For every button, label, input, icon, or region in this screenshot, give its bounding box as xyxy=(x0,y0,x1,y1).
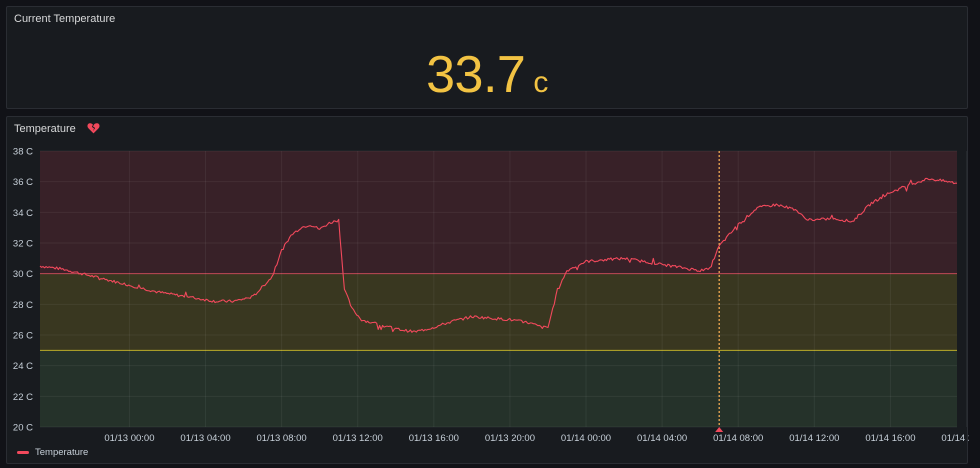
x-tick-label: 01/14 20:00 xyxy=(941,433,969,444)
x-tick-label: 01/13 16:00 xyxy=(409,433,459,444)
stat-unit: c xyxy=(533,66,548,99)
panel-title[interactable]: Current Temperature xyxy=(14,13,116,25)
threshold-band-2 xyxy=(40,151,957,274)
x-tick-label: 01/14 16:00 xyxy=(865,433,915,444)
threshold-band-0 xyxy=(40,350,957,427)
y-tick-label: 20 C xyxy=(13,423,33,434)
legend[interactable]: Temperature xyxy=(17,447,88,458)
x-tick-label: 01/14 04:00 xyxy=(637,433,687,444)
y-tick-label: 38 C xyxy=(13,147,33,158)
annotation-marker xyxy=(715,427,724,432)
y-tick-label: 34 C xyxy=(13,208,33,219)
broken-heart-icon[interactable] xyxy=(87,122,100,134)
current-temperature-panel: Current Temperature 33.7 c xyxy=(6,6,968,109)
y-tick-label: 26 C xyxy=(13,331,33,342)
x-tick-label: 01/14 00:00 xyxy=(561,433,611,444)
x-tick-label: 01/13 00:00 xyxy=(104,433,154,444)
x-tick-label: 01/13 08:00 xyxy=(257,433,307,444)
threshold-band-1 xyxy=(40,273,957,351)
y-tick-label: 22 C xyxy=(13,392,33,403)
x-tick-label: 01/13 12:00 xyxy=(333,433,383,444)
temperature-graph-panel: Temperature 20 C 22 C 24 C 26 C 28 C 30 C 32 C… xyxy=(6,116,969,465)
stat-value: 33.7 c xyxy=(7,45,967,113)
x-tick-label: 01/13 04:00 xyxy=(180,433,230,444)
series-line-temperature xyxy=(39,177,957,333)
y-tick-label: 30 C xyxy=(13,269,33,280)
y-tick-label: 36 C xyxy=(13,177,33,188)
temperature-chart[interactable]: 20 C 22 C 24 C 26 C 28 C 30 C 32 C 34 C 36 C 38 C… xyxy=(7,117,969,465)
x-tick-label: 01/14 12:00 xyxy=(789,433,839,444)
x-tick-label: 01/13 20:00 xyxy=(485,433,535,444)
stat-number: 33.7 xyxy=(426,46,526,104)
y-tick-label: 32 C xyxy=(13,239,33,250)
y-tick-label: 28 C xyxy=(13,300,33,311)
panel-title[interactable]: Temperature xyxy=(14,123,76,135)
x-tick-label: 01/14 08:00 xyxy=(713,433,763,444)
legend-swatch xyxy=(17,451,29,454)
y-tick-label: 24 C xyxy=(13,361,33,372)
legend-item-temperature[interactable]: Temperature xyxy=(35,447,89,458)
